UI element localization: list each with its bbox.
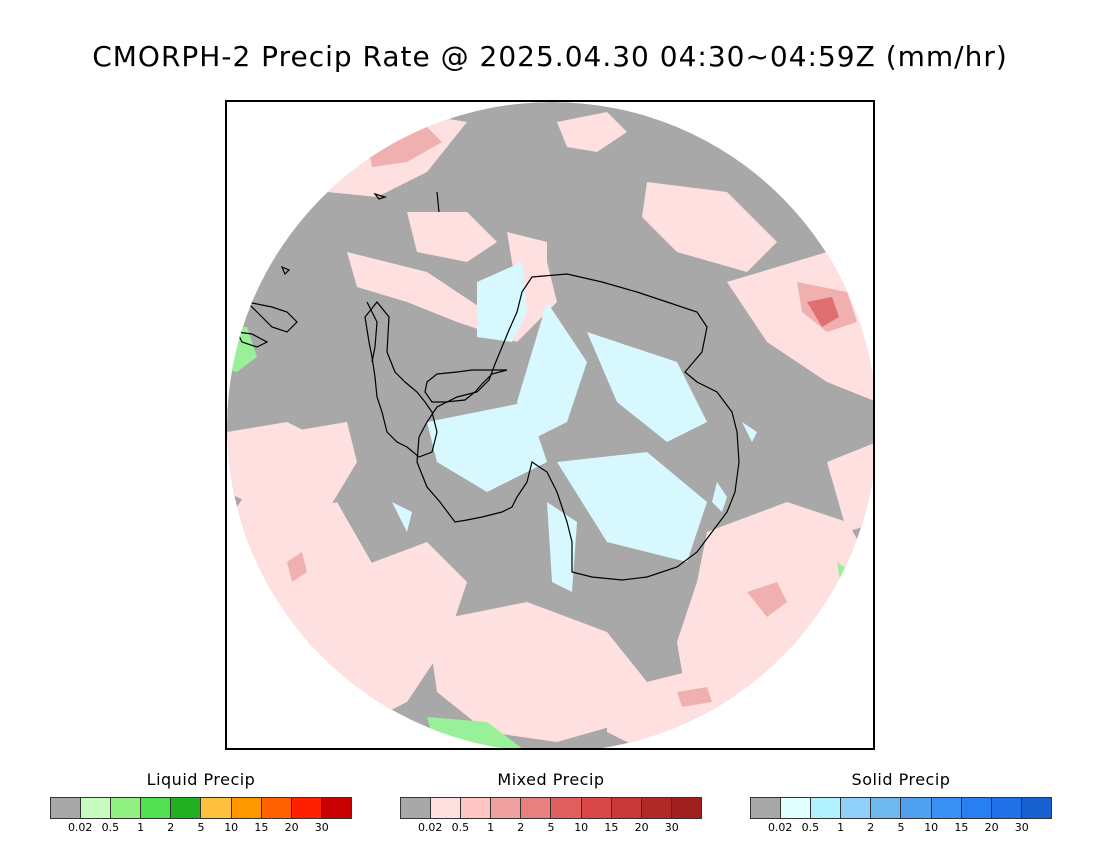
legend-mixed-swatch [491, 798, 522, 818]
legend-liquid-swatch [81, 798, 112, 818]
legend-liquid-swatch [141, 798, 172, 818]
legend-liquid-tick-label: 2 [167, 821, 175, 834]
mixed-precip-heavy-regions [807, 297, 839, 327]
antarctica-coastline [235, 191, 740, 581]
legend-mixed-swatch [551, 798, 582, 818]
solid-precip-regions [392, 262, 757, 592]
legend-solid-swatch [931, 798, 962, 818]
legend-mixed-tick-label: 10 [574, 821, 589, 834]
legend-mixed-tick-label: 0.02 [417, 821, 443, 834]
legend-mixed-tick-label: 30 [664, 821, 679, 834]
legend-mixed-tick-label: 20 [634, 821, 649, 834]
legend-mixed-title: Mixed Precip [497, 770, 605, 789]
legend-solid-tick-label: 5 [897, 821, 905, 834]
legend-mixed-colorbar [400, 797, 702, 819]
legend-mixed-tick-label: 15 [604, 821, 619, 834]
legend-mixed-swatch [431, 798, 462, 818]
legend-solid-tick-label: 15 [954, 821, 969, 834]
legend-mixed: Mixed Precip 0.02 0.5 1 2 5 10 15 20 30 [400, 770, 702, 835]
legend-solid-tick-label: 20 [984, 821, 999, 834]
legend-solid-swatch [871, 798, 902, 818]
legend-mixed-tick-label: 1 [487, 821, 495, 834]
legend-mixed-swatch [521, 798, 552, 818]
legend-solid-tick-label: 10 [924, 821, 939, 834]
polar-map-svg [227, 102, 873, 748]
legend-mixed-ticks: 0.02 0.5 1 2 5 10 15 20 30 [400, 821, 702, 835]
legend-mixed-tick-label: 0.5 [451, 821, 470, 834]
legend-mixed-swatch [401, 798, 432, 818]
legend-liquid-tick-label: 1 [137, 821, 145, 834]
legend-solid-colorbar [750, 797, 1052, 819]
legend-liquid-swatch [51, 798, 82, 818]
legend-solid-swatch [841, 798, 872, 818]
legend-liquid-title: Liquid Precip [146, 770, 256, 789]
legend-solid-swatch [991, 798, 1022, 818]
legend-liquid-tick-label: 30 [314, 821, 329, 834]
legend-mixed-swatch [461, 798, 492, 818]
legend-solid: Solid Precip 0.02 0.5 1 2 5 10 15 20 30 [750, 770, 1052, 835]
legend-liquid-tick-label: 0.5 [101, 821, 120, 834]
legend-solid-tick-label: 30 [1014, 821, 1029, 834]
legend-liquid-swatch [171, 798, 202, 818]
legend-solid-tick-label: 2 [867, 821, 875, 834]
legend-solid-title: Solid Precip [851, 770, 951, 789]
legend-solid-swatch [901, 798, 932, 818]
legend-liquid: Liquid Precip 0.02 0.5 1 2 5 10 15 20 30 [50, 770, 352, 835]
legend-solid-swatch [1021, 798, 1051, 818]
legend-mixed-tick-label: 2 [517, 821, 525, 834]
legend-mixed-swatch [581, 798, 612, 818]
legend-liquid-tick-label: 20 [284, 821, 299, 834]
legend-solid-swatch [781, 798, 812, 818]
legend-liquid-colorbar [50, 797, 352, 819]
legend-solid-tick-label: 1 [837, 821, 845, 834]
legend-liquid-swatch [201, 798, 232, 818]
legend-liquid-tick-label: 15 [254, 821, 269, 834]
legend-liquid-tick-label: 10 [224, 821, 239, 834]
legend-solid-swatch [961, 798, 992, 818]
legend-liquid-swatch [291, 798, 322, 818]
legend-liquid-tick-label: 0.02 [67, 821, 93, 834]
legend-solid-swatch [751, 798, 782, 818]
legend-solid-tick-label: 0.02 [767, 821, 793, 834]
legend-liquid-swatch [231, 798, 262, 818]
legend-liquid-ticks: 0.02 0.5 1 2 5 10 15 20 30 [50, 821, 352, 835]
legend-liquid-swatch [261, 798, 292, 818]
legend-solid-swatch [811, 798, 842, 818]
chart-title: CMORPH-2 Precip Rate @ 2025.04.30 04:30~… [92, 40, 1008, 73]
legend-solid-tick-label: 0.5 [801, 821, 820, 834]
legend-mixed-swatch [671, 798, 701, 818]
legend-mixed-swatch [611, 798, 642, 818]
polar-map [225, 100, 875, 750]
legend-mixed-swatch [641, 798, 672, 818]
legend-liquid-tick-label: 5 [197, 821, 205, 834]
legend-liquid-swatch [111, 798, 142, 818]
legend-solid-ticks: 0.02 0.5 1 2 5 10 15 20 30 [750, 821, 1052, 835]
legend-liquid-swatch [321, 798, 351, 818]
legend-mixed-tick-label: 5 [547, 821, 555, 834]
